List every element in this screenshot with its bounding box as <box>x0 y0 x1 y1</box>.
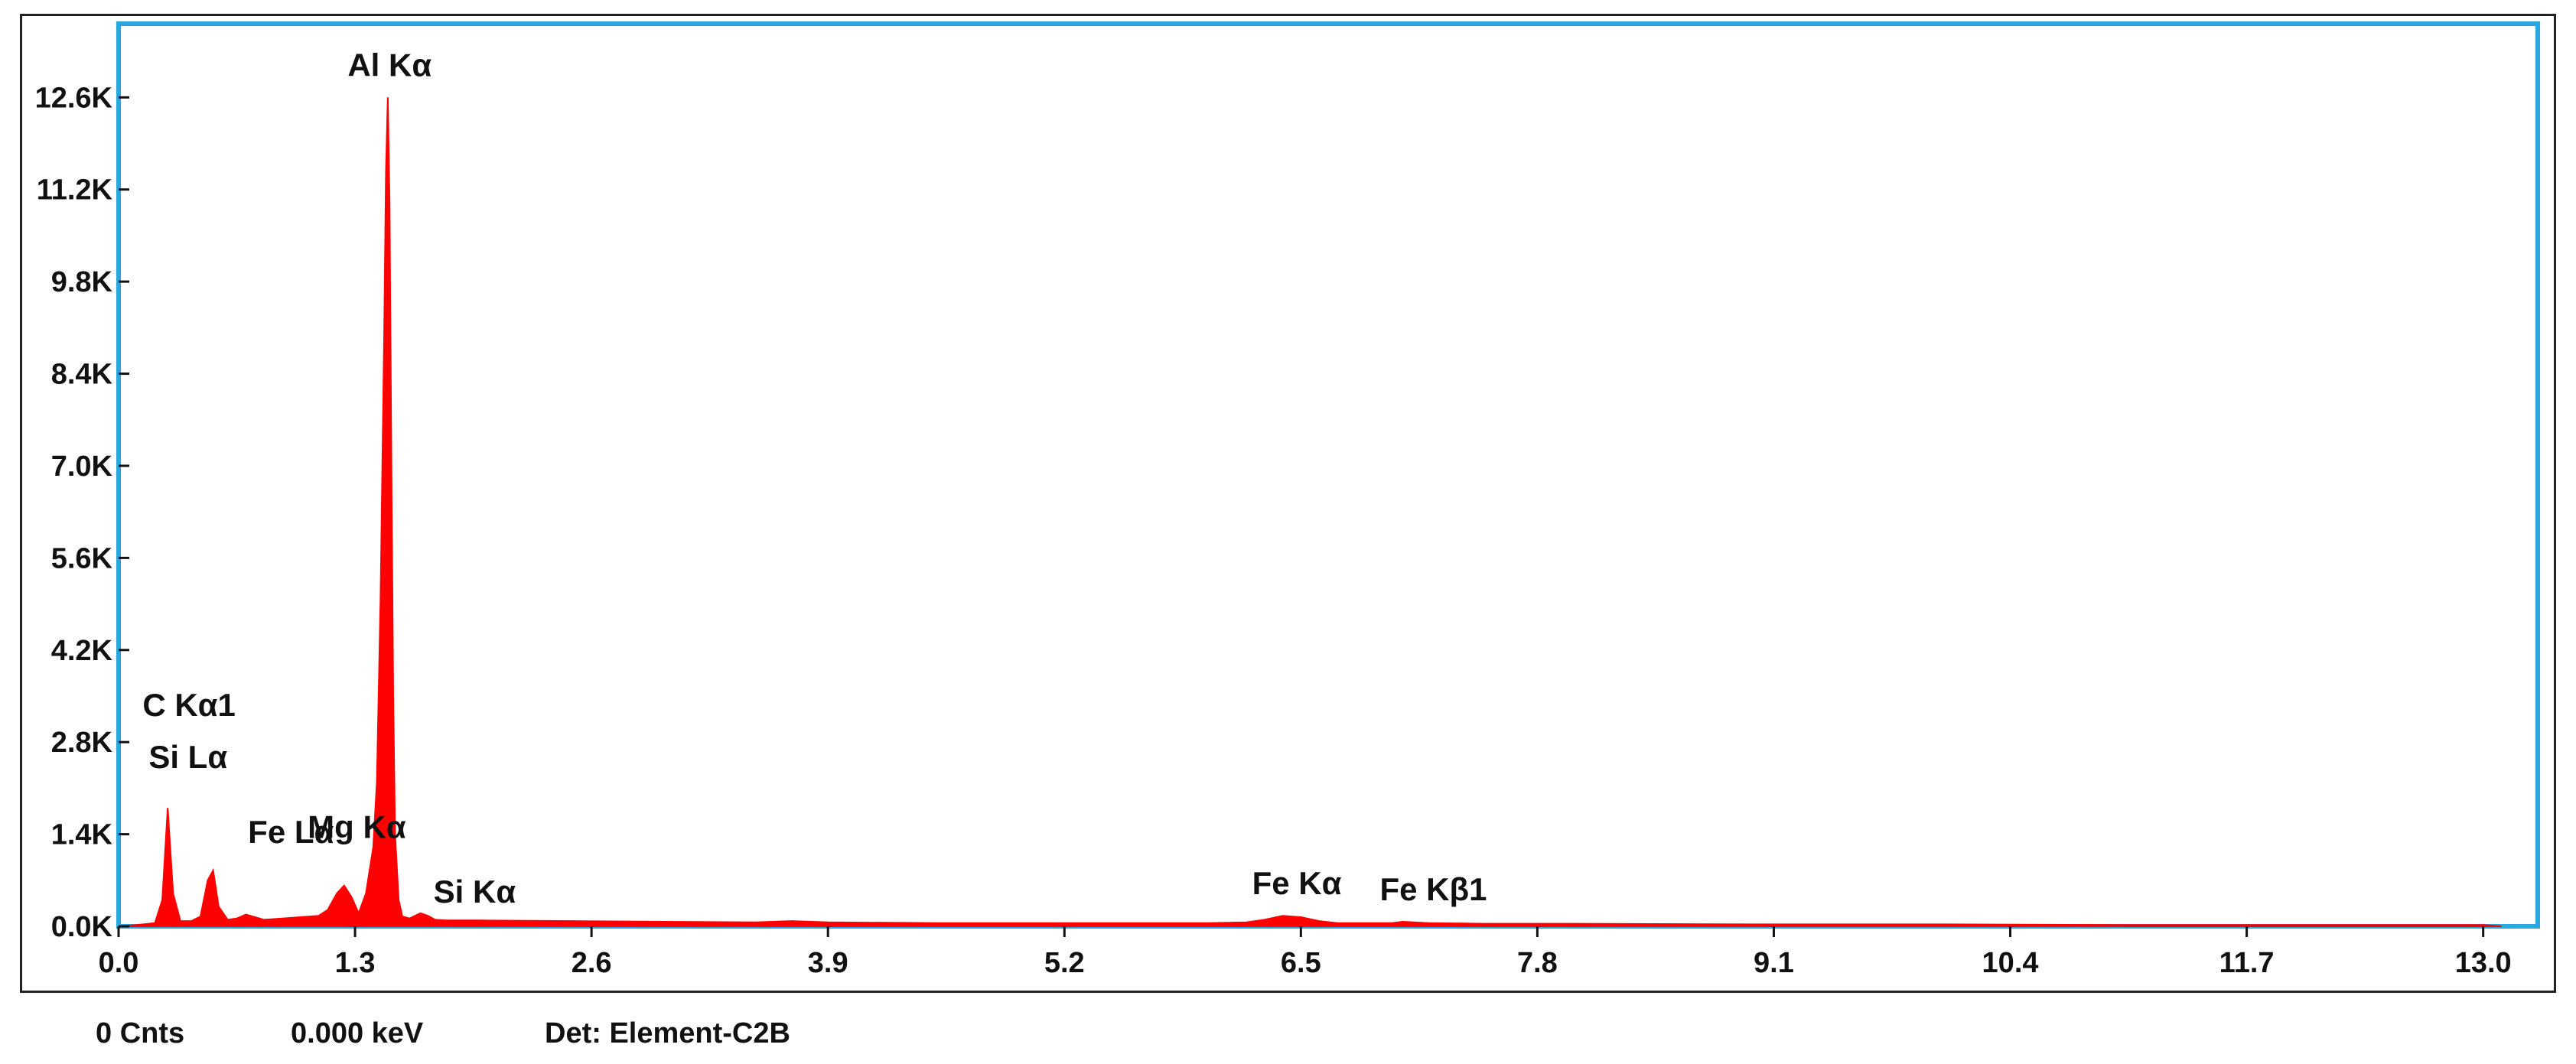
x-tick-label: 2.6 <box>572 947 612 979</box>
peak-label: Fe Kβ1 <box>1379 871 1487 907</box>
x-tick-label: 0.0 <box>99 947 139 979</box>
energy-readout: 0.000 keV <box>291 1017 424 1049</box>
y-tick-label: 12.6K <box>35 82 113 114</box>
y-tick-label: 1.4K <box>51 819 113 851</box>
y-tick-label: 11.2K <box>37 174 113 207</box>
y-tick-label: 0.0K <box>51 911 113 943</box>
peak-label: C Kα1 <box>142 687 236 723</box>
x-tick-label: 3.9 <box>808 947 848 979</box>
y-tick-label: 2.8K <box>51 727 113 759</box>
y-axis: 0.0K 1.4K 2.8K 4.2K 5.6K 7.0K 8.4K 9.8K 11.2K 12.… <box>35 82 129 943</box>
peak-label: Al Kα <box>347 47 432 83</box>
y-tick-label: 5.6K <box>51 542 113 574</box>
x-tick-label: 7.8 <box>1517 947 1558 979</box>
x-tick-label: 11.7 <box>2219 947 2275 979</box>
counts-readout: 0 Cnts <box>96 1017 185 1049</box>
y-tick-label: 8.4K <box>51 359 113 391</box>
x-tick-label: 5.2 <box>1044 947 1085 979</box>
y-tick-label: 7.0K <box>51 451 113 483</box>
x-tick-label: 10.4 <box>1982 947 2039 979</box>
plot-area-border <box>116 21 2540 929</box>
spectrum-layer <box>118 97 2502 927</box>
x-tick-label: 9.1 <box>1754 947 1794 979</box>
x-axis: 0.0 1.3 2.6 3.9 5.2 6.5 7.8 9.1 10.4 11.7 13.0 <box>99 926 2512 979</box>
y-tick-label: 4.2K <box>51 635 113 667</box>
peak-label: Mg Kα <box>308 809 406 845</box>
peak-label: Fe Kα <box>1252 865 1342 901</box>
detector-label: Det: Element-C2B <box>545 1017 790 1049</box>
spectrum-series-0 <box>118 97 2502 927</box>
x-tick-label: 1.3 <box>335 947 376 979</box>
peak-label: Si Lα <box>148 739 227 775</box>
peak-label: Si Kα <box>434 874 516 909</box>
y-tick-label: 9.8K <box>51 266 113 298</box>
peak-label: Fe Lα <box>248 814 334 850</box>
x-tick-label: 13.0 <box>2455 947 2512 979</box>
x-tick-label: 6.5 <box>1281 947 1321 979</box>
